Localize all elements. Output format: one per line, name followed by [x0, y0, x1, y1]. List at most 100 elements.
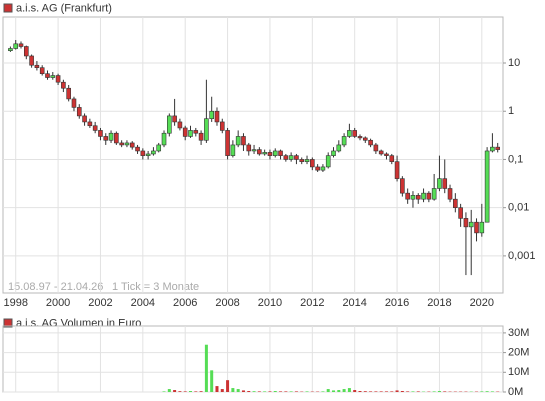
candle-body [352, 130, 357, 137]
volume-bar [173, 390, 177, 392]
candle-body [410, 195, 416, 200]
candle-body [135, 146, 140, 152]
candle-body [479, 221, 485, 234]
x-tick-label: 2008 [215, 297, 239, 309]
candle-body [368, 139, 373, 146]
candle-body [341, 136, 347, 146]
candle-body [257, 149, 262, 155]
candle-body [114, 132, 119, 144]
candle-body [188, 130, 193, 137]
candle-body [24, 46, 29, 57]
candle-body [71, 98, 77, 108]
candle-body [262, 152, 267, 155]
volume-bar [199, 391, 203, 392]
candle-body [66, 87, 71, 100]
candle-body [373, 144, 379, 152]
candle-body [463, 218, 469, 228]
candle-body [39, 67, 45, 75]
volume-bar [252, 391, 256, 392]
candle-body [241, 136, 246, 146]
volume-bar [279, 391, 283, 392]
candle-body [283, 155, 289, 160]
candle-body [400, 178, 405, 194]
volume-bar [347, 388, 351, 392]
candle-body [13, 43, 19, 49]
candle-body [214, 110, 220, 123]
volume-bar [337, 390, 341, 392]
volume-bar [183, 391, 187, 392]
candle-body [378, 150, 384, 155]
candle-body [8, 48, 13, 52]
candle-body [172, 115, 177, 123]
volume-bar [432, 391, 436, 392]
candle-body [357, 136, 363, 139]
candle-body [209, 110, 214, 120]
candle-body [394, 161, 400, 179]
volume-bar [294, 391, 298, 392]
volume-bar [374, 391, 378, 392]
candle-body [161, 132, 167, 146]
y-tick-label: 30M [508, 327, 529, 339]
candle-body [490, 146, 495, 152]
candle-body [315, 166, 320, 171]
volume-bar [189, 391, 192, 392]
volume-bar [437, 391, 441, 392]
tick-note: 1 Tick = 3 Monate [112, 281, 199, 293]
plot-frame [2, 16, 504, 294]
candle-body [474, 221, 479, 234]
candle-body [140, 150, 146, 156]
volume-bar [400, 391, 404, 392]
volume-bar [490, 391, 494, 392]
candle-body [225, 130, 230, 156]
candle-body [484, 150, 490, 223]
candle-body [272, 150, 278, 156]
legend-swatch [3, 318, 13, 328]
candle-body [103, 136, 109, 141]
candle-body [92, 125, 98, 131]
volume-bar [342, 389, 346, 392]
candle-body [18, 43, 24, 47]
volume-bar [241, 390, 245, 392]
volume-bar [210, 370, 214, 392]
candle-body [442, 178, 448, 189]
x-tick-label: 2002 [88, 297, 112, 309]
x-tick-label: 2016 [385, 297, 409, 309]
y-tick-label: 0,001 [508, 250, 536, 262]
candle-body [50, 75, 56, 78]
volume-bar [178, 391, 182, 392]
y-tick-label: 10 [508, 57, 520, 69]
candle-body [34, 64, 40, 68]
candle-body [108, 132, 114, 141]
volume-bar [257, 391, 261, 392]
x-tick-label: 2012 [300, 297, 324, 309]
candle-body [267, 152, 273, 156]
y-tick-label: 1 [508, 105, 514, 117]
candle-body [129, 142, 135, 148]
candle-body [82, 115, 87, 123]
candle-body [336, 144, 342, 152]
volume-bar [369, 391, 373, 392]
volume-bar [411, 391, 415, 392]
y-tick-label: 0,01 [508, 202, 529, 214]
candle-body [431, 188, 437, 200]
volume-bar [226, 380, 230, 392]
candle-body [426, 192, 432, 200]
x-tick-label: 2006 [173, 297, 197, 309]
candle-body [55, 75, 61, 83]
x-tick-label: 2010 [258, 297, 282, 309]
volume-bar [204, 344, 208, 392]
candle-body [453, 198, 458, 208]
candle-body [251, 149, 257, 152]
candle-body [230, 144, 236, 156]
candle-body [320, 166, 326, 171]
candle-body [76, 107, 82, 117]
volume-bar [247, 391, 251, 392]
x-tick-label: 2014 [342, 297, 366, 309]
candle-body [447, 188, 453, 200]
volume-bar [379, 391, 383, 392]
volume-bar [353, 390, 357, 392]
volume-bar [384, 391, 388, 392]
volume-bar [236, 389, 240, 392]
candle-body [362, 137, 368, 141]
candle-body [61, 81, 66, 89]
